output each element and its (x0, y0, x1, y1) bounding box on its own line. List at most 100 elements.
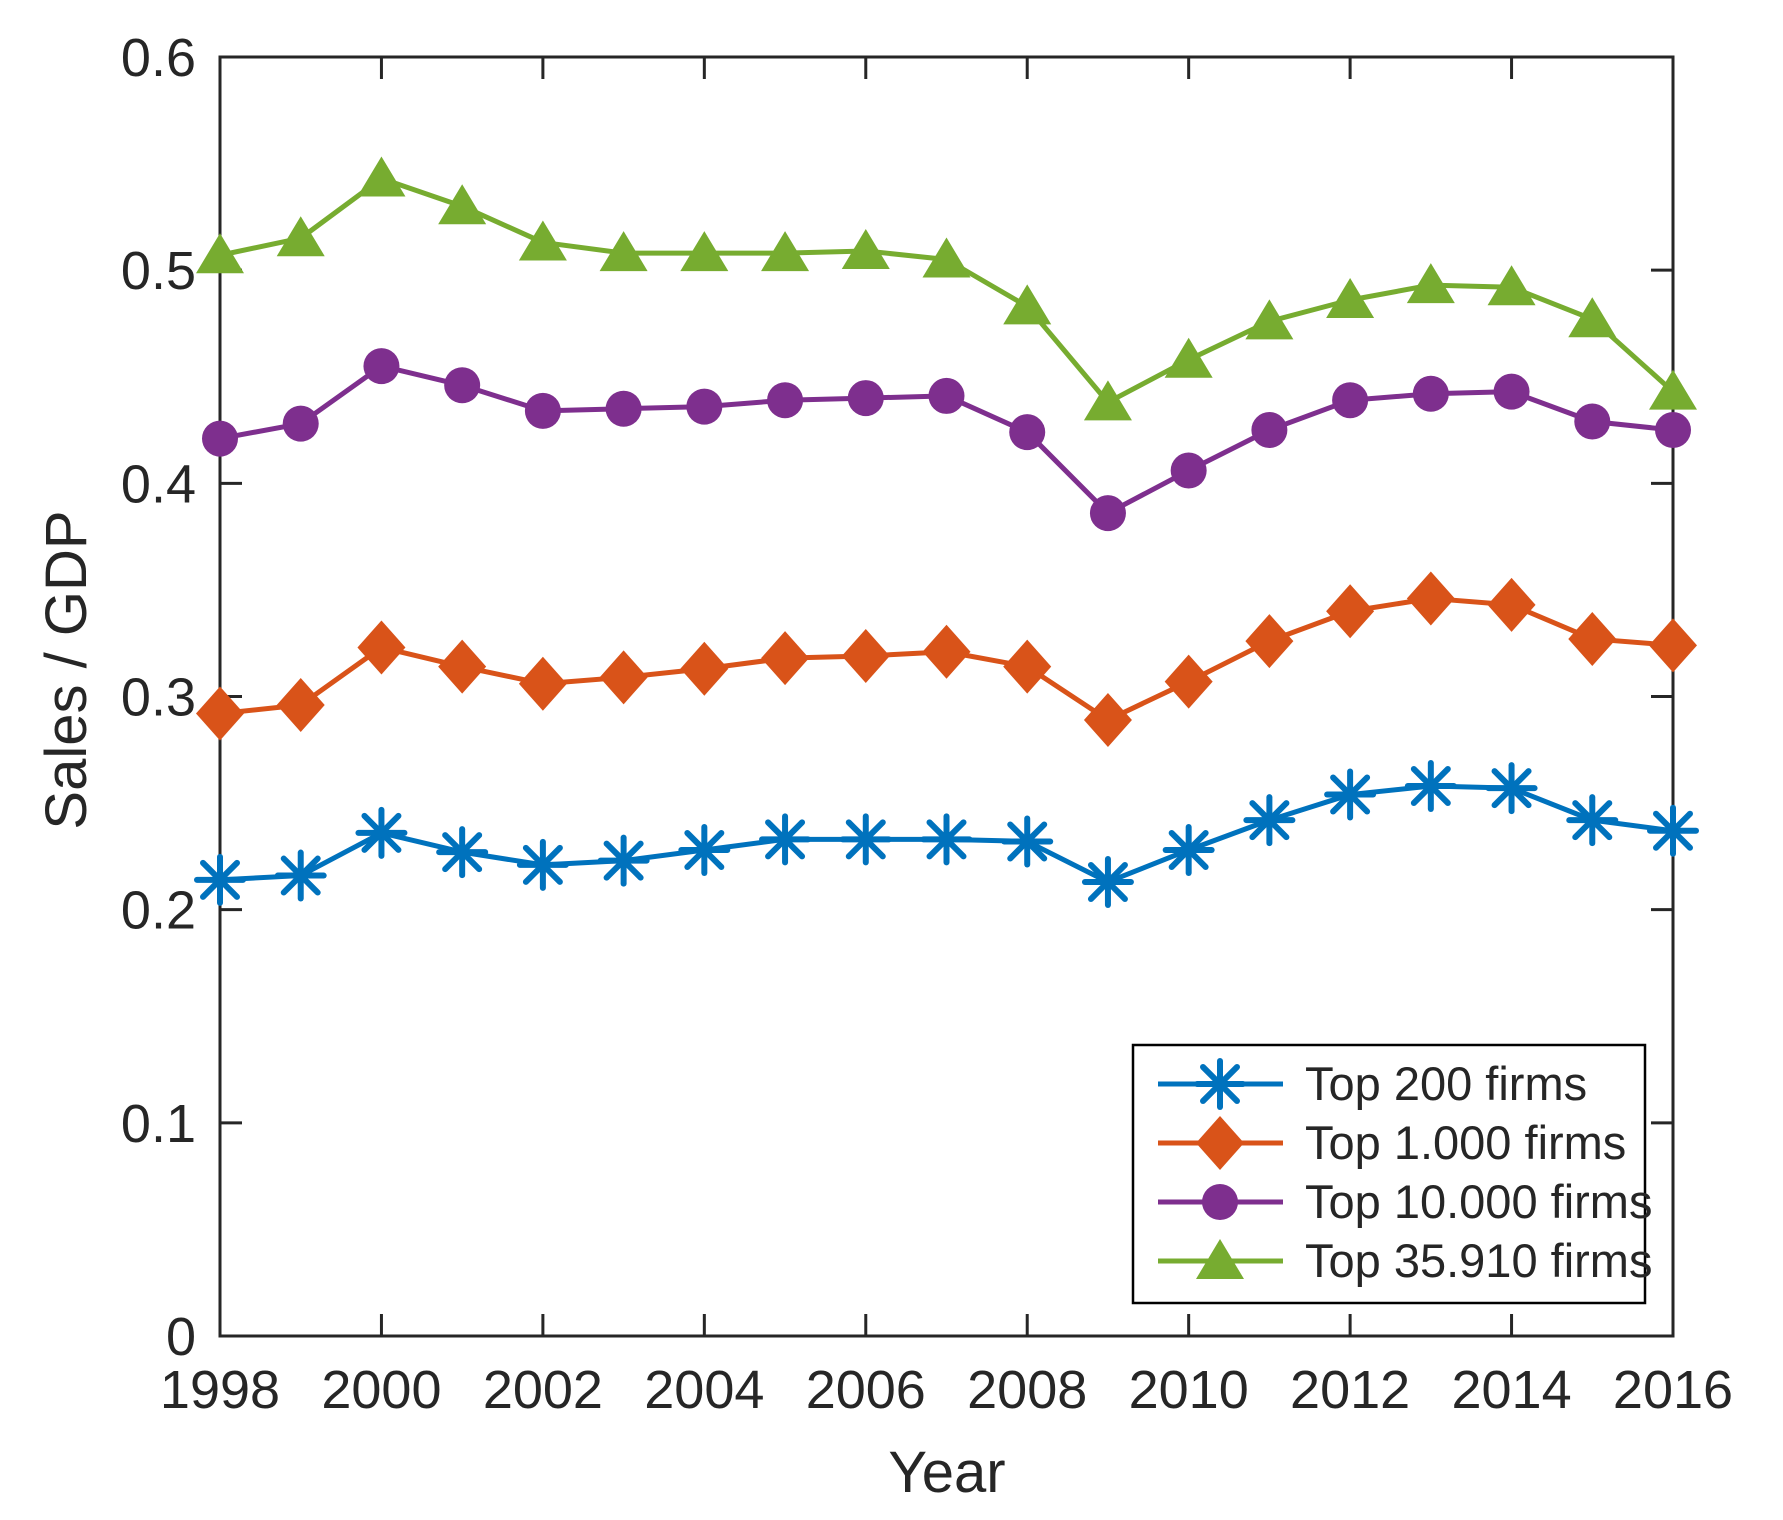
data-point-top-1-000-firms-2016 (1649, 618, 1697, 673)
data-point-top-10-000-firms-2010 (1170, 452, 1207, 489)
y-tick-label: 0.4 (121, 454, 196, 514)
circle-marker (282, 405, 319, 442)
data-point-top-1-000-firms-1998 (196, 686, 244, 741)
data-point-top-200-firms-2006 (839, 813, 892, 866)
data-point-top-35-910-firms-2008 (1003, 284, 1052, 325)
y-tick-label: 0.6 (121, 28, 196, 88)
x-tick-label: 2000 (321, 1360, 441, 1420)
asterisk-arm (280, 855, 321, 896)
triangle-marker (1245, 299, 1294, 340)
circle-marker (1251, 412, 1288, 449)
y-tick-label: 0.5 (121, 241, 196, 301)
data-point-top-200-firms-2013 (1404, 760, 1457, 813)
triangle-marker (357, 156, 406, 197)
diamond-marker (1003, 639, 1052, 694)
legend-entry-top-200-firms: Top 200 firms (1158, 1057, 1587, 1110)
y-axis-label: Sales / GDP (34, 510, 99, 829)
asterisk-arm (1491, 768, 1532, 809)
x-tick-label: 2006 (806, 1360, 926, 1420)
data-point-top-200-firms-1999 (274, 849, 327, 902)
triangle-marker (1649, 369, 1697, 410)
diamond-marker (518, 656, 567, 711)
diamond-marker (599, 650, 648, 705)
data-point-top-10-000-firms-2005 (767, 382, 804, 419)
data-point-top-35-910-firms-2011 (1245, 299, 1294, 340)
diamond-marker (680, 641, 729, 696)
x-tick-label: 2008 (967, 1360, 1087, 1420)
data-point-top-10-000-firms-2001 (444, 367, 481, 404)
x-tick-label: 2002 (483, 1360, 603, 1420)
legend-label: Top 10.000 firms (1305, 1175, 1652, 1228)
asterisk-arm (200, 859, 240, 900)
asterisk-arm (1087, 861, 1128, 902)
circle-marker (1655, 412, 1691, 449)
diamond-marker (357, 620, 406, 675)
circle-marker (1202, 1184, 1238, 1220)
data-point-top-10-000-firms-2009 (1089, 495, 1126, 532)
diamond-marker (1164, 654, 1213, 709)
triangle-marker (438, 184, 487, 225)
triangle-marker (761, 231, 810, 272)
data-point-top-200-firms-2002 (516, 838, 569, 891)
data-point-top-200-firms-2003 (597, 834, 650, 887)
data-point-top-1-000-firms-2012 (1326, 584, 1375, 639)
data-point-top-10-000-firms-2011 (1251, 412, 1288, 449)
triangle-marker (1568, 297, 1617, 338)
data-point-top-1-000-firms-2010 (1164, 654, 1213, 709)
x-tick-label: 2014 (1451, 1360, 1571, 1420)
data-point-top-35-910-firms-2009 (1083, 380, 1132, 421)
asterisk-arm (361, 812, 402, 853)
data-point-top-35-910-firms-2016 (1649, 369, 1697, 410)
asterisk-arm (603, 840, 644, 881)
data-point-top-35-910-firms-2006 (841, 228, 890, 269)
diamond-marker (1487, 577, 1536, 632)
data-point-top-200-firms-2011 (1243, 794, 1296, 847)
y-tick-label: 0 (166, 1307, 196, 1367)
data-point-top-35-910-firms-2002 (518, 220, 567, 261)
asterisk-arm (1249, 800, 1290, 841)
circle-marker (363, 348, 400, 385)
asterisk-arm (1007, 821, 1048, 862)
data-point-top-1-000-firms-2009 (1083, 692, 1132, 747)
circle-marker (928, 377, 965, 414)
legend-marker-diamond (1196, 1116, 1244, 1170)
asterisk-arm (1168, 829, 1209, 870)
data-point-top-35-910-firms-2012 (1326, 278, 1375, 319)
asterisk-arm (684, 829, 725, 870)
circle-marker (767, 382, 804, 419)
data-point-top-10-000-firms-2000 (363, 348, 400, 385)
circle-marker (1574, 403, 1611, 440)
data-point-top-1-000-firms-1999 (276, 678, 325, 733)
legend-entry-top-1-000-firms: Top 1.000 firms (1158, 1116, 1626, 1170)
diamond-marker (841, 628, 890, 683)
data-point-top-1-000-firms-2003 (599, 650, 648, 705)
series-top-200-firms (194, 760, 1699, 908)
diamond-marker (1196, 1116, 1244, 1170)
data-point-top-200-firms-2009 (1081, 855, 1134, 908)
series-line-top-35-910-firms (219, 176, 1675, 405)
data-point-top-10-000-firms-2006 (847, 380, 884, 417)
diamond-marker (1326, 584, 1375, 639)
x-tick-label: 2004 (644, 1360, 764, 1420)
circle-marker (524, 392, 561, 429)
triangle-marker (518, 220, 567, 261)
asterisk-arm (845, 819, 886, 860)
data-point-top-1-000-firms-2005 (761, 631, 810, 686)
diamond-marker (922, 624, 971, 679)
data-point-top-1-000-firms-2011 (1245, 614, 1294, 669)
legend-marker-circle (1202, 1184, 1238, 1220)
data-point-top-200-firms-2000 (355, 806, 408, 859)
data-point-top-200-firms-2012 (1324, 768, 1377, 821)
data-point-top-200-firms-2010 (1162, 823, 1215, 876)
circle-marker (1170, 452, 1207, 489)
asterisk-arm (522, 844, 563, 885)
data-point-top-10-000-firms-2012 (1332, 382, 1369, 419)
triangle-marker (1003, 284, 1052, 325)
asterisk-arm (1410, 766, 1451, 807)
data-point-top-10-000-firms-2002 (524, 392, 561, 429)
diamond-marker (1568, 611, 1617, 666)
triangle-marker (841, 228, 890, 269)
series-top-35-910-firms (196, 156, 1697, 421)
data-point-top-10-000-firms-2013 (1412, 375, 1449, 412)
